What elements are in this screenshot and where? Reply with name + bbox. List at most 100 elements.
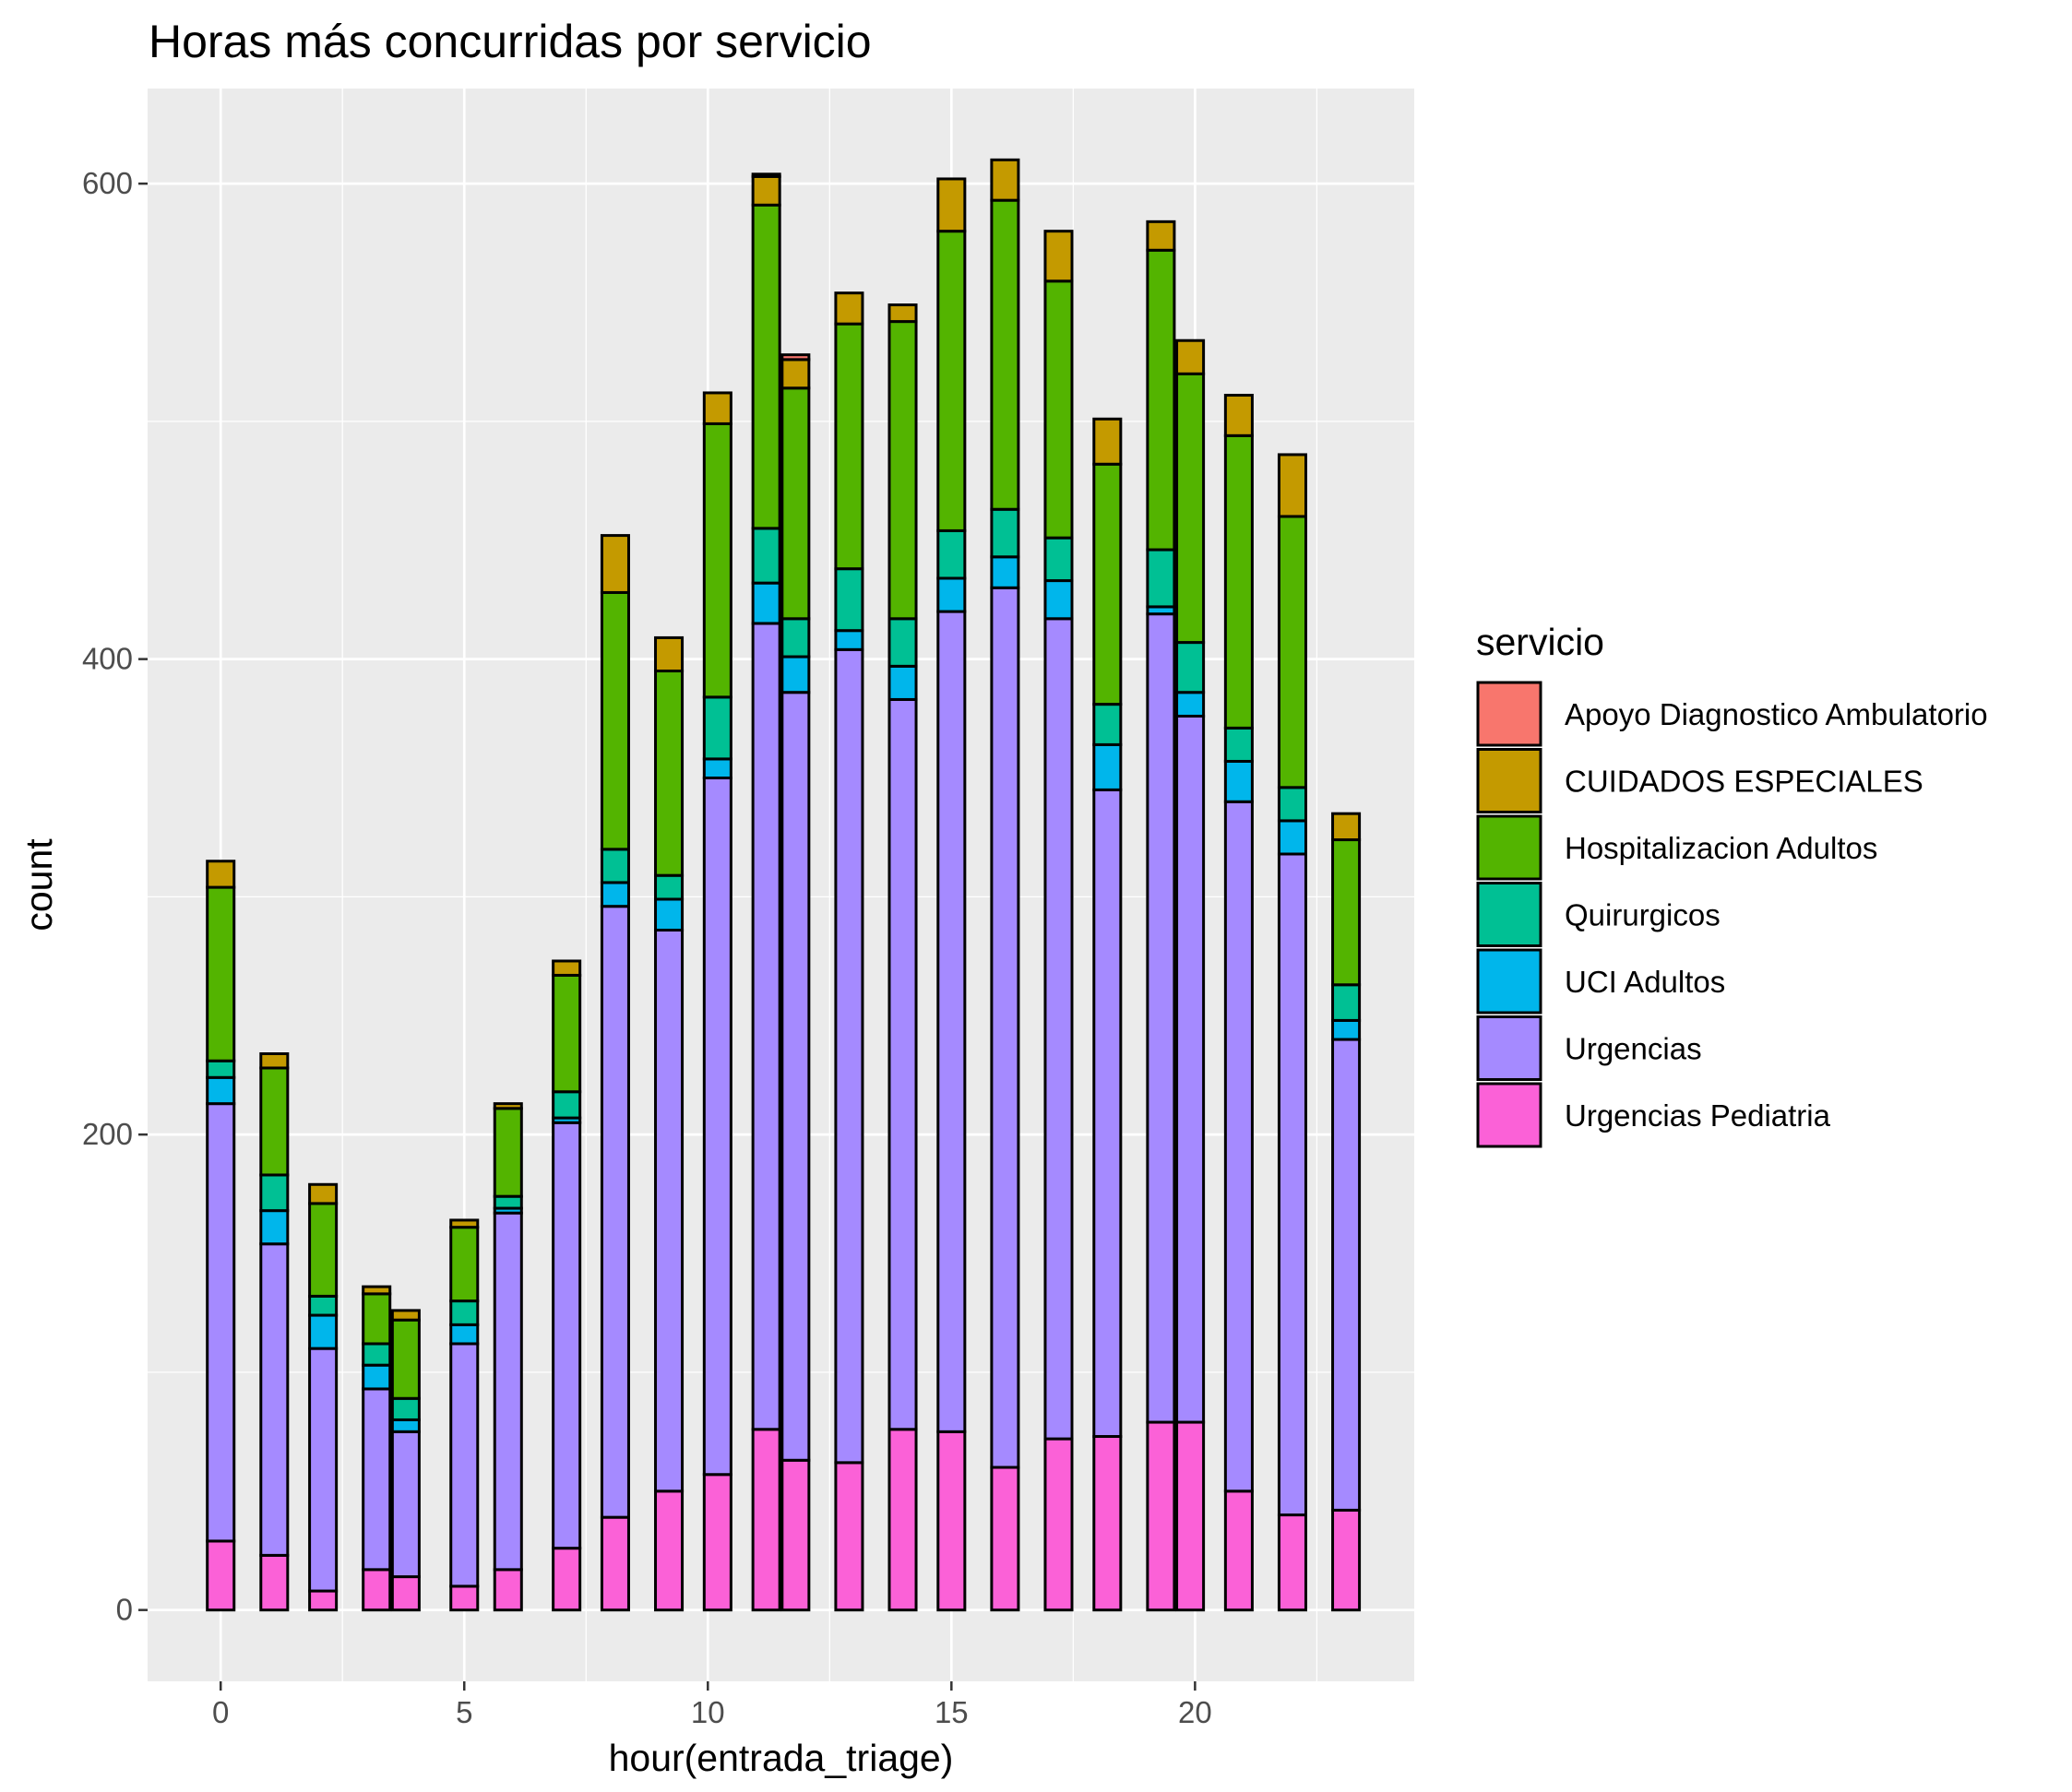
bar-segment [834,629,864,651]
bar-segment [990,1466,1020,1612]
bar-segment [751,1428,781,1612]
bar-segment [1092,703,1123,746]
legend-key [1476,948,1542,1015]
bar-segment [308,1589,339,1612]
bar-segment [1092,1435,1123,1612]
bar-segment [259,1173,290,1213]
bar-segment [1331,1038,1362,1512]
bar-segment [887,320,918,621]
bar-segment [1277,515,1308,789]
bar-segment [780,358,811,390]
bar-segment [834,291,864,326]
bar-segment [362,1292,392,1346]
bar-segment [1331,1018,1362,1041]
bar-segment [990,198,1020,511]
legend-label: Apoyo Diagnostico Ambulatorio [1565,697,1988,731]
legend-key [1476,681,1542,747]
legend-label: UCI Adultos [1565,965,1725,999]
bar-segment [780,655,811,694]
y-tick-label: 600 [82,166,133,200]
bar-segment [493,1107,523,1198]
legend-label: Quirurgicos [1565,898,1721,932]
bar-segment [552,1121,582,1550]
bar-segment [702,391,732,425]
bar-segment [936,610,967,1433]
bar-segment [1175,372,1206,645]
bar-segment [751,622,781,1431]
bar-segment [654,1489,685,1612]
bar-segment [654,670,685,877]
bar-segment [493,1102,523,1110]
bar-segment [600,905,630,1519]
bar-segment [1277,786,1308,823]
bar-segment [654,928,685,1493]
bar-segment [1331,983,1362,1022]
x-axis-title: hour(entrada_triage) [609,1737,954,1779]
bar-segment [654,635,685,673]
bar-segment [1146,1420,1176,1612]
bar-segment [1146,248,1176,552]
bar-segment [990,158,1020,202]
bar-segment [493,1194,523,1210]
bar-segment [1331,812,1362,842]
bar-segment [259,1052,290,1070]
chart-title: Horas más concurridas por servicio [149,16,872,67]
bar-segment [259,1066,290,1177]
bar-segment [206,1102,236,1543]
x-tick-label: 10 [691,1695,725,1729]
bar-segment [751,203,781,530]
bar-segment [362,1342,392,1367]
bar-segment [600,881,630,908]
bar-segment [259,1209,290,1246]
bar-segment [308,1202,339,1298]
bar-segment [990,586,1020,1469]
legend-label: CUIDADOS ESPECIALES [1565,765,1923,799]
bar-segment [780,1458,811,1612]
bar-segment [936,177,967,233]
bar-segment [552,1090,582,1120]
bar-segment [1175,338,1206,375]
legend: servicio Apoyo Diagnostico Ambulatorio CU… [1476,621,1988,1148]
bar-segment [600,534,630,594]
bar-segment [362,1285,392,1296]
bar-segment [206,1059,236,1079]
bar-segment [936,1430,967,1612]
bar-segment [390,1430,421,1579]
bar-segment [1331,1508,1362,1612]
bar-segment [390,1575,421,1612]
bar-segment [308,1182,339,1205]
bar-segment [449,1218,480,1229]
legend-title: servicio [1476,621,1604,663]
bar-segment [887,697,918,1431]
bar-segment [1331,838,1362,987]
legend-key [1476,1015,1542,1081]
bar-segment [1223,394,1254,437]
bar-segment [834,322,864,571]
bar-segment [1175,641,1206,694]
bar-segment [390,1309,421,1322]
bar-segment [1092,462,1123,706]
bar-segment [308,1313,339,1350]
bar-segment [449,1323,480,1346]
legend-key [1476,748,1542,813]
bar-segment [751,172,781,178]
bar-segment [600,1515,630,1612]
bar-segment [780,691,811,1462]
bar-segment [936,576,967,613]
legend-key [1476,814,1542,881]
bar-segment [362,1387,392,1572]
bar-segment [751,527,781,585]
bar-segment [887,1428,918,1612]
x-tick-label: 5 [456,1695,472,1729]
bar-segment [1043,579,1074,621]
bar-segment [206,1539,236,1612]
bar-segment [1277,1513,1308,1612]
bar-segment [780,386,811,621]
legend-label: Urgencias Pediatria [1565,1098,1831,1133]
bar-segment [259,1242,290,1557]
x-tick-label: 0 [212,1695,229,1729]
bar-segment [1092,788,1123,1439]
bar-segment [449,1342,480,1588]
bar-segment [206,1075,236,1106]
